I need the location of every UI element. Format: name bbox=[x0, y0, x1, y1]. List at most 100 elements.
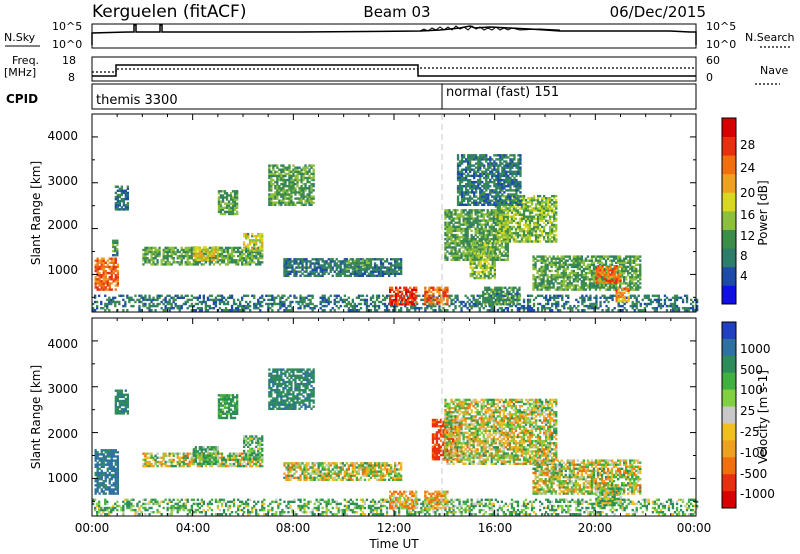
power-echo-cell bbox=[257, 259, 260, 262]
power-echo-cell bbox=[475, 264, 478, 267]
power-echo-cell bbox=[249, 261, 252, 264]
power-echo-cell bbox=[442, 307, 445, 310]
power-echo-cell bbox=[516, 234, 520, 237]
power-echo-cell bbox=[300, 185, 303, 188]
power-echo-cell bbox=[458, 162, 462, 165]
power-echo-cell bbox=[478, 229, 481, 233]
power-echo-cell bbox=[518, 217, 522, 220]
power-echo-cell bbox=[522, 199, 526, 202]
power-echo-cell bbox=[675, 307, 679, 310]
power-echo-cell bbox=[142, 302, 145, 306]
power-echo-cell bbox=[288, 189, 291, 192]
power-echo-cell bbox=[657, 296, 660, 299]
power-echo-cell bbox=[182, 254, 185, 258]
power-echo-cell bbox=[192, 296, 195, 299]
power-echo-cell bbox=[479, 276, 482, 280]
power-echo-cell bbox=[498, 230, 501, 233]
power-echo-cell bbox=[274, 180, 277, 184]
power-echo-cell bbox=[393, 294, 396, 298]
power-echo-cell bbox=[474, 233, 477, 237]
power-echo-cell bbox=[243, 247, 246, 250]
power-echo-cell bbox=[469, 256, 472, 259]
power-echo-cell bbox=[466, 225, 469, 228]
power-echo-cell bbox=[438, 309, 441, 312]
power-echo-cell bbox=[589, 296, 592, 299]
power-echo-cell bbox=[545, 232, 548, 235]
power-echo-cell bbox=[513, 178, 516, 182]
power-echo-cell bbox=[480, 229, 483, 233]
power-echo-cell bbox=[96, 282, 99, 285]
power-echo-cell bbox=[100, 302, 103, 306]
power-echo-cell bbox=[148, 307, 151, 310]
power-echo-cell bbox=[517, 185, 520, 188]
power-echo-cell bbox=[313, 274, 316, 277]
power-echo-cell bbox=[485, 195, 488, 198]
power-echo-cell bbox=[303, 274, 306, 277]
power-echo-cell bbox=[186, 300, 189, 304]
power-echo-cell bbox=[657, 304, 660, 308]
power-echo-cell bbox=[306, 197, 309, 200]
power-echo-cell bbox=[483, 264, 486, 267]
power-echo-cell bbox=[106, 302, 109, 306]
power-echo-cell bbox=[293, 258, 296, 261]
power-echo-cell bbox=[552, 257, 555, 260]
power-echo-cell bbox=[296, 170, 299, 173]
power-echo-cell bbox=[555, 203, 558, 206]
power-echo-cell bbox=[295, 260, 298, 263]
power-echo-cell bbox=[440, 296, 443, 300]
power-echo-cell bbox=[229, 202, 233, 205]
power-echo-cell bbox=[208, 304, 212, 308]
power-echo-cell bbox=[289, 262, 292, 265]
power-echo-cell bbox=[476, 229, 479, 233]
power-echo-cell bbox=[106, 304, 109, 308]
power-echo-cell bbox=[534, 263, 537, 266]
power-echo-cell bbox=[225, 210, 229, 214]
power-echo-cell bbox=[507, 170, 510, 173]
power-echo-cell bbox=[554, 280, 557, 283]
power-echo-cell bbox=[488, 225, 491, 228]
power-echo-cell bbox=[550, 280, 553, 283]
power-echo-cell bbox=[490, 209, 493, 212]
power-echo-cell bbox=[667, 298, 671, 302]
power-echo-cell bbox=[462, 254, 465, 257]
power-echo-cell bbox=[506, 246, 509, 249]
power-echo-cell bbox=[126, 204, 129, 207]
power-echo-cell bbox=[473, 254, 476, 257]
power-echo-cell bbox=[467, 189, 470, 192]
power-echo-cell bbox=[510, 219, 514, 222]
power-echo-cell bbox=[493, 160, 496, 163]
power-echo-cell bbox=[192, 304, 195, 308]
power-echo-cell bbox=[530, 219, 534, 222]
power-echo-cell bbox=[494, 211, 497, 214]
power-echo-cell bbox=[685, 300, 689, 304]
power-echo-cell bbox=[456, 189, 460, 192]
power-echo-cell bbox=[142, 304, 145, 308]
power-echo-cell bbox=[528, 199, 532, 202]
power-echo-cell bbox=[222, 261, 226, 264]
power-echo-cell bbox=[241, 257, 244, 260]
power-echo-cell bbox=[464, 258, 467, 261]
power-echo-cell bbox=[541, 213, 544, 216]
power-echo-cell bbox=[212, 250, 216, 253]
power-echo-cell bbox=[476, 219, 479, 222]
power-echo-cell bbox=[202, 252, 205, 256]
power-echo-cell bbox=[221, 194, 225, 197]
power-echo-cell bbox=[538, 282, 541, 285]
power-echo-cell bbox=[507, 180, 510, 184]
power-echo-cell bbox=[295, 270, 298, 273]
power-echo-cell bbox=[493, 191, 496, 194]
power-echo-cell bbox=[587, 298, 590, 302]
power-echo-cell bbox=[458, 300, 461, 304]
power-echo-cell bbox=[118, 202, 121, 205]
power-echo-cell bbox=[545, 302, 548, 306]
power-echo-cell bbox=[156, 298, 159, 302]
power-echo-cell bbox=[401, 296, 404, 300]
power-echo-cell bbox=[558, 259, 561, 262]
power-echo-cell bbox=[696, 298, 699, 302]
power-echo-cell bbox=[104, 304, 107, 308]
power-echo-cell bbox=[400, 266, 403, 269]
power-echo-cell bbox=[278, 189, 281, 192]
power-echo-cell bbox=[547, 307, 550, 310]
power-echo-cell bbox=[323, 262, 326, 265]
power-echo-cell bbox=[216, 258, 220, 261]
